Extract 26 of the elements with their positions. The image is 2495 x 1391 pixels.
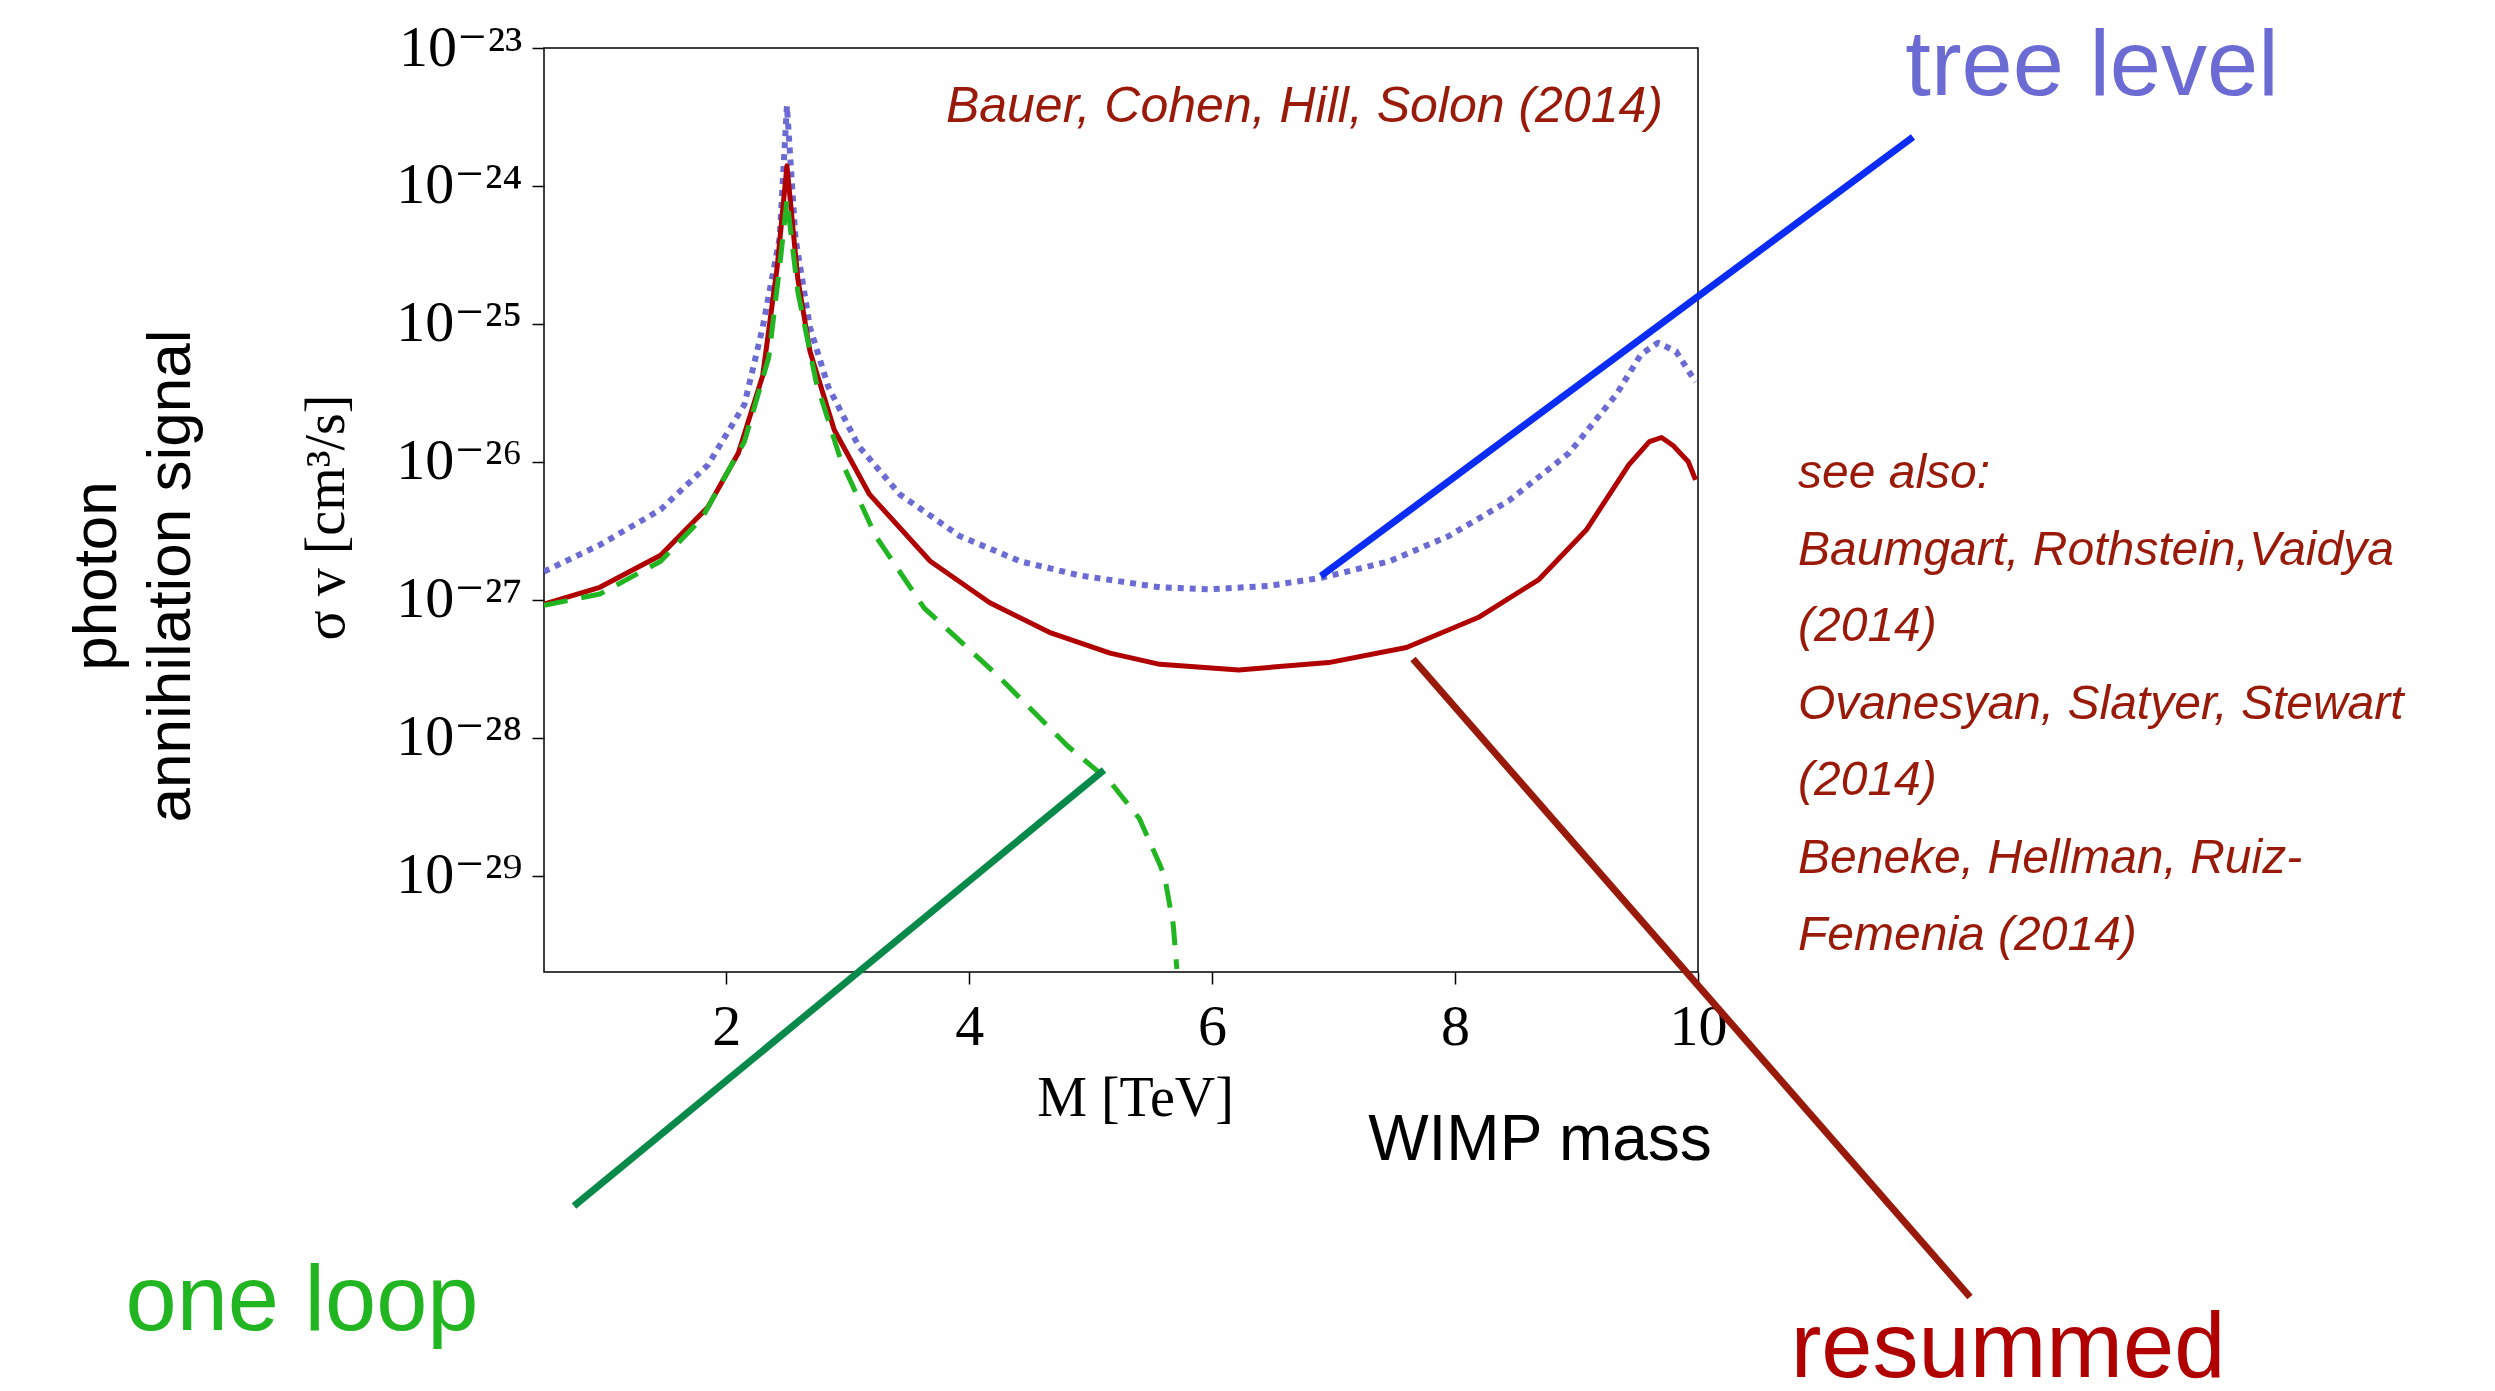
text: tree level [1905,12,2279,114]
y-tick-label: 10⁻²⁸ [396,703,523,769]
text: Beneke, Hellman, Ruiz- [1798,830,2303,883]
y-tick-label: 10⁻²⁹ [396,841,523,907]
text: (2014) [1798,752,1937,805]
text: resummed [1790,1294,2226,1391]
text: one loop [125,1247,479,1349]
text: Baumgart, Rothstein,Vaidya [1798,522,2394,575]
text: WIMP mass [1368,1102,1712,1174]
y-tick-label: 10⁻²⁶ [396,427,523,493]
y-tick-label: 10⁻²³ [399,13,523,79]
text: Femenia (2014) [1798,907,2137,960]
y-axis-title: σ v [cm³/s] [293,394,356,641]
x-axis-title: M [TeV] [1037,1065,1234,1128]
text: see also: [1798,445,1991,498]
x-tick-label: 6 [1198,992,1228,1058]
text: (2014) [1798,598,1937,651]
x-tick-label: 4 [955,992,985,1058]
y-tick-label: 10⁻²⁴ [396,151,523,217]
x-tick-label: 8 [1441,992,1471,1058]
annotation: Bauer, Cohen, Hill, Solon (2014) [945,77,1663,133]
text: photon annihilation signal [60,329,203,823]
y-tick-label: 10⁻²⁵ [396,289,523,355]
text: Ovanesyan, Slatyer, Stewart [1798,676,2406,729]
y-tick-label: 10⁻²⁷ [396,565,523,631]
x-tick-label: 2 [712,992,742,1058]
